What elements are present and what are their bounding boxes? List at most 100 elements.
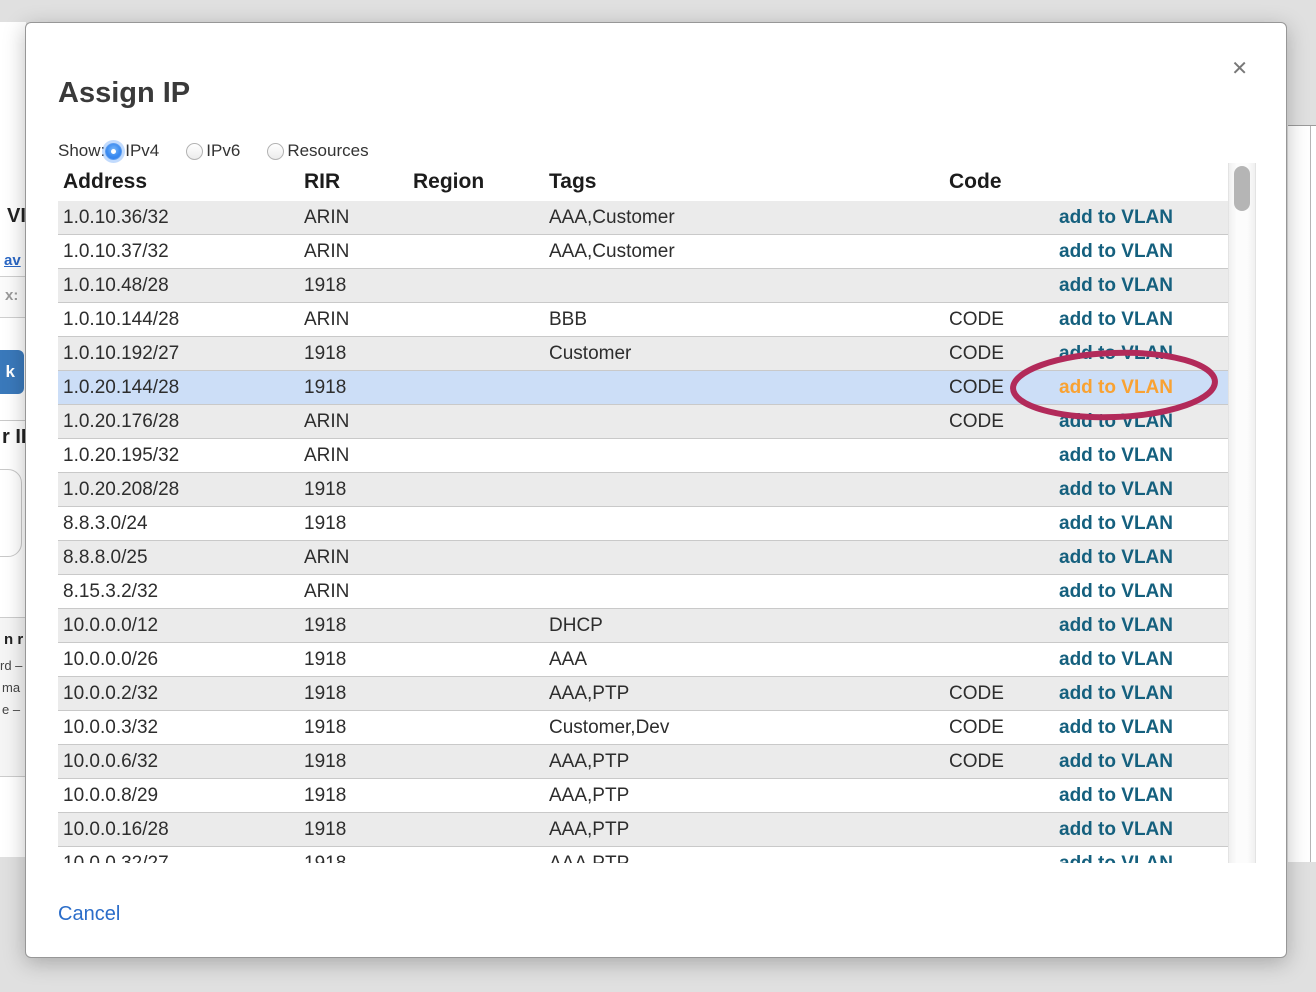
ip-table-scroll-area: 1.0.10.36/32 ARIN AAA,Customer add to VL…	[58, 201, 1228, 863]
add-to-vlan-link[interactable]: add to VLAN	[1059, 853, 1173, 863]
ip-table-rows: 1.0.10.36/32 ARIN AAA,Customer add to VL…	[58, 201, 1228, 863]
bg-text-fragment: e –	[2, 702, 21, 717]
row-region	[413, 405, 549, 438]
add-to-vlan-link[interactable]: add to VLAN	[1059, 785, 1173, 806]
column-header-tags: Tags	[549, 170, 597, 193]
radio-unselected-icon[interactable]	[267, 142, 285, 160]
add-to-vlan-link[interactable]: add to VLAN	[1059, 275, 1173, 296]
add-to-vlan-link[interactable]: add to VLAN	[1059, 751, 1173, 772]
table-row[interactable]: 8.8.8.0/25 ARIN add to VLAN	[58, 541, 1228, 575]
row-address: 1.0.20.195/32	[63, 445, 180, 466]
row-region	[413, 575, 549, 608]
table-row[interactable]: 1.0.10.36/32 ARIN AAA,Customer add to VL…	[58, 201, 1228, 235]
row-tags: AAA,PTP	[549, 751, 630, 772]
row-code: CODE	[949, 411, 1004, 432]
radio-unselected-icon[interactable]	[186, 142, 204, 160]
row-region	[413, 813, 549, 846]
row-address: 1.0.10.48/28	[63, 275, 169, 296]
row-address: 8.8.3.0/24	[63, 513, 148, 534]
cancel-link[interactable]: Cancel	[58, 903, 121, 925]
add-to-vlan-link[interactable]: add to VLAN	[1059, 819, 1173, 840]
column-header-rir: RIR	[304, 170, 341, 193]
add-to-vlan-link[interactable]: add to VLAN	[1059, 581, 1173, 602]
radio-resources[interactable]: Resources	[267, 141, 369, 161]
column-header-region: Region	[413, 170, 485, 193]
row-rir: 1918	[304, 479, 347, 500]
add-to-vlan-link[interactable]: add to VLAN	[1059, 241, 1173, 262]
add-to-vlan-link[interactable]: add to VLAN	[1059, 479, 1173, 500]
row-address: 10.0.0.0/12	[63, 615, 159, 636]
table-row[interactable]: 8.15.3.2/32 ARIN add to VLAN	[58, 575, 1228, 609]
row-rir: 1918	[304, 615, 347, 636]
row-rir: ARIN	[304, 581, 350, 602]
row-rir: 1918	[304, 343, 347, 364]
row-region	[413, 371, 549, 404]
table-row[interactable]: 1.0.20.195/32 ARIN add to VLAN	[58, 439, 1228, 473]
add-to-vlan-link[interactable]: add to VLAN	[1059, 343, 1173, 364]
row-address: 1.0.20.176/28	[63, 411, 180, 432]
table-row[interactable]: 1.0.20.144/28 1918 CODE add to VLAN	[58, 371, 1228, 405]
row-region	[413, 303, 549, 336]
bg-button-fragment: k	[0, 350, 24, 394]
table-row[interactable]: 10.0.0.3/32 1918 Customer,Dev CODE add t…	[58, 711, 1228, 745]
table-row[interactable]: 10.0.0.16/28 1918 AAA,PTP add to VLAN	[58, 813, 1228, 847]
row-address: 10.0.0.2/32	[63, 683, 159, 704]
row-tags: AAA,Customer	[549, 241, 675, 262]
scrollbar-thumb[interactable]	[1234, 166, 1250, 211]
row-code	[949, 575, 1046, 608]
row-rir: ARIN	[304, 309, 350, 330]
row-rir: 1918	[304, 847, 413, 863]
row-tags: Customer,Dev	[549, 717, 670, 738]
table-row[interactable]: 10.0.0.32/27 1918 AAA,PTP add to VLAN	[58, 847, 1228, 863]
radio-ipv6[interactable]: IPv6	[186, 141, 240, 161]
row-code: CODE	[949, 717, 1004, 738]
table-scrollbar[interactable]	[1228, 163, 1256, 863]
table-row[interactable]: 1.0.10.48/28 1918 add to VLAN	[58, 269, 1228, 303]
table-row[interactable]: 10.0.0.8/29 1918 AAA,PTP add to VLAN	[58, 779, 1228, 813]
add-to-vlan-link[interactable]: add to VLAN	[1059, 649, 1173, 670]
add-to-vlan-link[interactable]: add to VLAN	[1059, 615, 1173, 636]
radio-selected-icon[interactable]	[105, 142, 123, 160]
close-icon[interactable]: ✕	[1231, 58, 1248, 80]
occluded-page-left: VI av x: k r II n r rd – ma e –	[0, 22, 26, 857]
table-row[interactable]: 10.0.0.0/12 1918 DHCP add to VLAN	[58, 609, 1228, 643]
show-label: Show:	[58, 141, 106, 160]
add-to-vlan-link[interactable]: add to VLAN	[1059, 513, 1173, 534]
row-address: 1.0.20.208/28	[63, 479, 180, 500]
row-rir: ARIN	[304, 445, 350, 466]
row-rir: 1918	[304, 717, 347, 738]
occluded-page-right	[1288, 125, 1316, 862]
add-to-vlan-link[interactable]: add to VLAN	[1059, 717, 1173, 738]
add-to-vlan-link[interactable]: add to VLAN	[1059, 207, 1173, 228]
table-row[interactable]: 1.0.10.192/27 1918 Customer CODE add to …	[58, 337, 1228, 371]
row-rir: ARIN	[304, 411, 350, 432]
add-to-vlan-link[interactable]: add to VLAN	[1059, 547, 1173, 568]
row-region	[413, 507, 549, 540]
table-row[interactable]: 1.0.10.144/28 ARIN BBB CODE add to VLAN	[58, 303, 1228, 337]
row-code	[949, 541, 1046, 574]
row-tags	[549, 473, 949, 506]
row-tags: AAA,PTP	[549, 847, 949, 863]
add-to-vlan-link[interactable]: add to VLAN	[1059, 683, 1173, 704]
table-row[interactable]: 1.0.10.37/32 ARIN AAA,Customer add to VL…	[58, 235, 1228, 269]
row-address: 1.0.10.36/32	[63, 207, 169, 228]
row-region	[413, 235, 549, 268]
table-row[interactable]: 8.8.3.0/24 1918 add to VLAN	[58, 507, 1228, 541]
table-row[interactable]: 1.0.20.208/28 1918 add to VLAN	[58, 473, 1228, 507]
table-row[interactable]: 10.0.0.2/32 1918 AAA,PTP CODE add to VLA…	[58, 677, 1228, 711]
add-to-vlan-link[interactable]: add to VLAN	[1059, 309, 1173, 330]
radio-ipv4[interactable]: IPv4	[105, 141, 159, 161]
add-to-vlan-link[interactable]: add to VLAN	[1059, 411, 1173, 432]
table-row[interactable]: 10.0.0.6/32 1918 AAA,PTP CODE add to VLA…	[58, 745, 1228, 779]
add-to-vlan-link[interactable]: add to VLAN	[1059, 377, 1173, 398]
table-row[interactable]: 10.0.0.0/26 1918 AAA add to VLAN	[58, 643, 1228, 677]
row-address: 1.0.20.144/28	[63, 377, 180, 398]
row-address: 1.0.10.192/27	[63, 343, 180, 364]
row-tags: AAA,PTP	[549, 785, 630, 806]
row-address: 8.8.8.0/25	[63, 547, 148, 568]
bg-heading-fragment: r II	[2, 426, 27, 448]
add-to-vlan-link[interactable]: add to VLAN	[1059, 445, 1173, 466]
row-address: 10.0.0.3/32	[63, 717, 159, 738]
table-row[interactable]: 1.0.20.176/28 ARIN CODE add to VLAN	[58, 405, 1228, 439]
row-region	[413, 847, 549, 863]
